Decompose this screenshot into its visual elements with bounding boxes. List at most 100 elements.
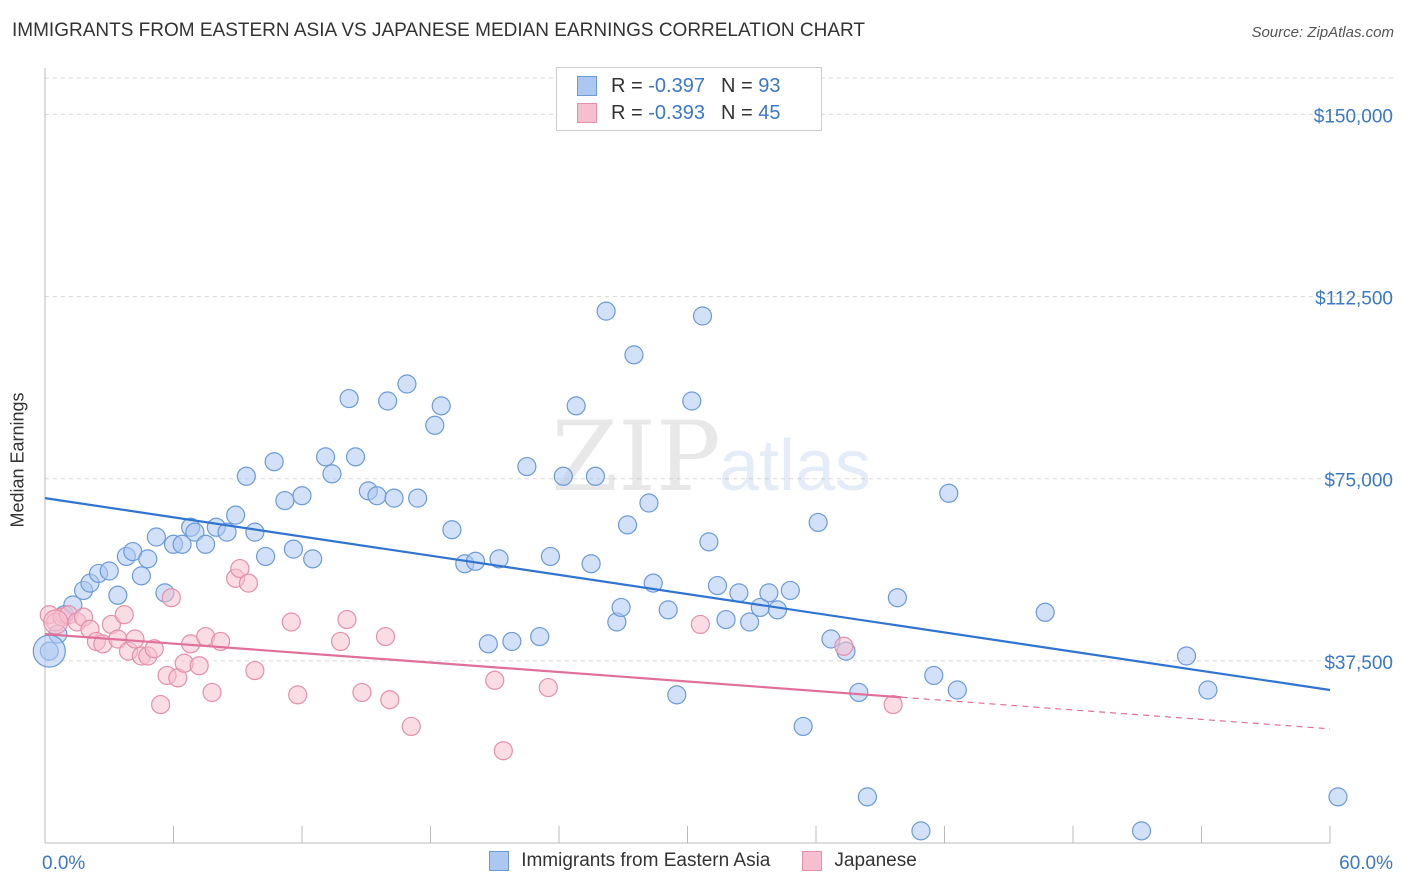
point-immigrants	[596, 301, 616, 321]
point-immigrants	[108, 585, 128, 605]
point-immigrants	[236, 466, 256, 486]
point-immigrants	[911, 821, 931, 841]
legend-r-value: -0.393	[648, 101, 705, 124]
point-immigrants	[566, 396, 586, 416]
point-japanese	[834, 636, 854, 656]
trend-line-immigrants	[44, 497, 1331, 692]
point-immigrants	[226, 505, 246, 525]
point-immigrants	[146, 527, 166, 547]
point-japanese	[161, 588, 181, 608]
legend-item-japanese: Japanese	[802, 850, 917, 872]
point-immigrants	[478, 634, 498, 654]
y-tick-label: $75,000	[1324, 471, 1393, 492]
legend-r-label: R =	[611, 74, 643, 97]
watermark-atlas: atlas	[719, 426, 871, 506]
point-immigrants	[264, 452, 284, 472]
point-immigrants	[425, 415, 445, 435]
point-immigrants	[530, 626, 550, 647]
point-immigrants	[849, 682, 869, 703]
point-japanese	[230, 558, 250, 579]
legend-label-japanese: Japanese	[834, 850, 917, 871]
point-japanese	[288, 685, 308, 705]
point-immigrants	[384, 488, 404, 508]
point-immigrants	[245, 522, 265, 542]
point-immigrants	[808, 512, 828, 533]
point-immigrants	[1176, 646, 1197, 666]
point-immigrants	[217, 522, 237, 542]
point-immigrants	[172, 534, 192, 554]
point-immigrants	[639, 493, 659, 513]
point-immigrants	[585, 466, 606, 486]
point-immigrants	[283, 539, 304, 559]
point-immigrants	[682, 391, 702, 411]
point-japanese	[352, 682, 372, 703]
point-immigrants	[255, 546, 276, 567]
point-immigrants	[887, 588, 907, 608]
point-japanese	[493, 741, 513, 761]
point-immigrants	[408, 488, 428, 508]
point-japanese	[202, 682, 222, 703]
point-immigrants	[947, 680, 967, 700]
point-immigrants	[939, 483, 959, 503]
point-immigrants	[138, 549, 158, 569]
point-immigrants	[857, 787, 878, 807]
chart-title: IMMIGRANTS FROM EASTERN ASIA VS JAPANESE…	[12, 20, 866, 41]
point-japanese-large	[43, 609, 69, 635]
point-immigrants	[185, 522, 205, 542]
legend-n-value: 93	[758, 74, 781, 97]
point-immigrants	[292, 486, 312, 506]
tick-labels: $37,500 $75,000 $112,500 $150,000 0.0% 60.0%	[42, 106, 1393, 874]
legend-row-pink: R = -0.393 N = 45	[577, 100, 780, 126]
point-immigrants	[275, 490, 295, 511]
point-japanese	[375, 626, 396, 647]
point-immigrants	[624, 345, 644, 365]
legend-r-value: -0.397	[648, 74, 705, 97]
point-immigrants	[315, 447, 336, 467]
x-tick-label-max: 60.0%	[1339, 853, 1393, 874]
point-immigrants	[553, 466, 573, 486]
y-tick-label: $150,000	[1314, 106, 1393, 127]
point-immigrants	[502, 631, 522, 652]
correlation-legend: R = -0.397 N = 93 R = -0.393 N = 45	[556, 67, 822, 131]
point-immigrants	[517, 456, 537, 477]
legend-row-blue: R = -0.397 N = 93	[577, 73, 780, 99]
point-immigrants	[759, 583, 779, 603]
y-axis-label: Median Earnings	[7, 392, 28, 528]
point-japanese	[330, 631, 351, 652]
point-immigrants	[699, 532, 719, 552]
point-immigrants	[442, 520, 462, 540]
point-japanese	[144, 639, 164, 659]
point-immigrants	[489, 549, 509, 569]
point-japanese	[690, 614, 710, 635]
point-japanese	[401, 716, 421, 737]
legend-n-value: 45	[758, 101, 781, 124]
legend-swatch-pink	[802, 851, 823, 871]
source-credit: Source: ZipAtlas.com	[1251, 24, 1394, 41]
point-immigrants	[1328, 787, 1348, 807]
legend-swatch-blue	[577, 76, 597, 96]
point-immigrants	[617, 515, 638, 535]
point-japanese	[189, 656, 209, 676]
trend-line-japanese	[44, 633, 902, 699]
point-japanese	[883, 694, 903, 715]
y-tick-label: $112,500	[1315, 289, 1393, 310]
point-immigrants	[658, 600, 678, 620]
point-immigrants	[581, 554, 601, 574]
legend-r-label: R =	[611, 101, 643, 124]
watermark: ZIP atlas	[551, 401, 871, 513]
point-immigrants	[303, 549, 323, 569]
point-immigrants	[345, 447, 366, 467]
trend-lines	[44, 497, 1331, 730]
series-legend: Immigrants from Eastern Asia Japanese	[0, 850, 1406, 872]
point-immigrants	[729, 583, 749, 603]
legend-swatch-pink	[577, 103, 597, 123]
legend-n-label: N =	[720, 74, 753, 97]
point-immigrants	[397, 374, 417, 394]
point-immigrants	[1035, 602, 1055, 622]
point-immigrants	[611, 597, 631, 618]
y-tick-label: $37,500	[1324, 653, 1393, 674]
point-immigrants	[667, 685, 687, 705]
point-immigrants-large	[32, 634, 66, 668]
point-immigrants	[431, 396, 451, 416]
point-immigrants	[924, 665, 944, 686]
